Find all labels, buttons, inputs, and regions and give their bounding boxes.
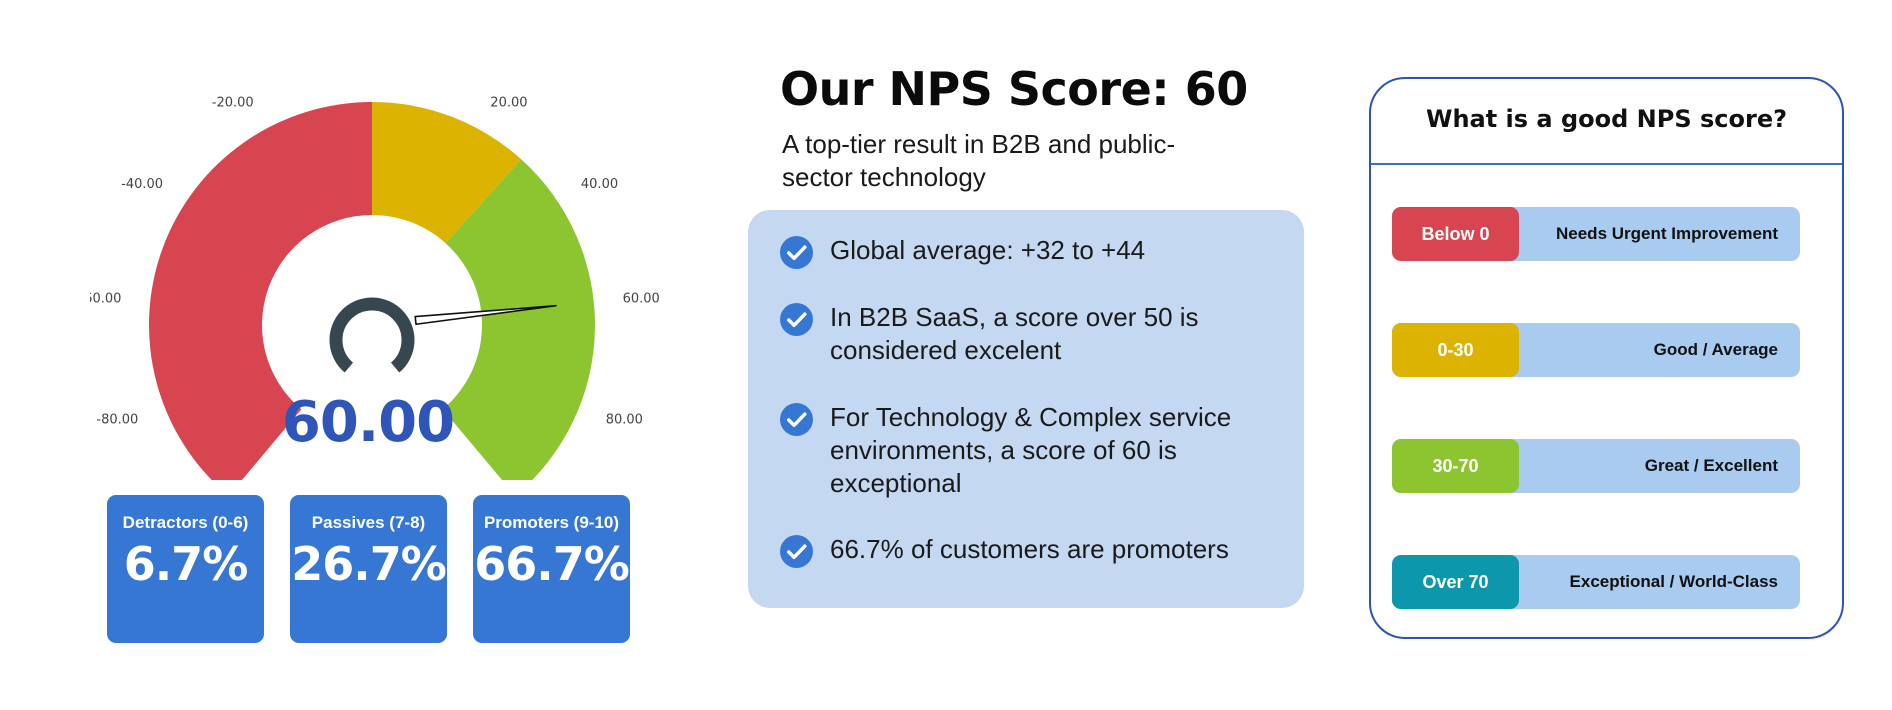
check-circle-icon xyxy=(780,236,813,269)
range-pill: 30-70 xyxy=(1392,439,1519,493)
highlight-text: In B2B SaaS, a score over 50 is consider… xyxy=(830,302,1199,365)
range-description: Exceptional / World-Class xyxy=(1569,572,1778,591)
detractors-stat: Detractors (0-6) 6.7% xyxy=(107,495,264,643)
highlight-item: For Technology & Complex service environ… xyxy=(780,401,1280,500)
gauge-band-2 xyxy=(442,159,595,480)
range-description: Great / Excellent xyxy=(1644,456,1778,475)
gauge-tick-label: 60.00 xyxy=(623,292,660,307)
gauge-tick-label: 80.00 xyxy=(606,412,643,427)
gauge-value-label: 60.00 xyxy=(281,390,455,455)
promoters-stat: Promoters (9-10) 66.7% xyxy=(473,495,630,643)
gauge-tick-label: -60.00 xyxy=(90,292,121,307)
range-description: Good / Average xyxy=(1653,340,1778,359)
gauge-tick-label: 20.00 xyxy=(490,96,527,111)
check-circle-icon xyxy=(780,403,813,436)
range-description: Needs Urgent Improvement xyxy=(1556,224,1778,243)
passives-stat: Passives (7-8) 26.7% xyxy=(290,495,447,643)
divider xyxy=(1371,163,1842,165)
gauge-tick-label: -80.00 xyxy=(96,412,138,427)
page-title: Our NPS Score: 60 xyxy=(780,62,1248,116)
gauge-tick-label: -20.00 xyxy=(212,96,254,111)
gauge-band-1 xyxy=(372,102,522,244)
stat-value: 6.7% xyxy=(123,537,249,591)
benchmark-row: 30-70 Great / Excellent xyxy=(1392,439,1800,493)
benchmark-card: What is a good NPS score? Below 0 Needs … xyxy=(1369,77,1844,639)
gauge-needle xyxy=(414,304,557,326)
range-pill: Over 70 xyxy=(1392,555,1519,609)
stat-label: Passives (7-8) xyxy=(311,513,426,532)
stat-value: 66.7% xyxy=(474,537,630,591)
highlights-panel: Global average: +32 to +44 In B2B SaaS, … xyxy=(748,210,1304,608)
gauge-hub xyxy=(329,297,415,373)
check-circle-icon xyxy=(780,535,813,568)
highlight-item: In B2B SaaS, a score over 50 is consider… xyxy=(780,301,1280,367)
gauge-tick-label: -40.00 xyxy=(121,177,163,192)
stat-value: 26.7% xyxy=(291,537,447,591)
highlight-text: For Technology & Complex service environ… xyxy=(830,402,1232,498)
highlight-text: 66.7% of customers are promoters xyxy=(830,534,1229,564)
nps-gauge: -100.00-80.00-60.00-40.00-20.000.0020.00… xyxy=(90,90,660,480)
stat-label: Promoters (9-10) xyxy=(483,513,620,532)
benchmark-row: Over 70 Exceptional / World-Class xyxy=(1392,555,1800,609)
highlight-text: Global average: +32 to +44 xyxy=(830,235,1146,265)
highlight-item: 66.7% of customers are promoters xyxy=(780,533,1280,568)
stat-label: Detractors (0-6) xyxy=(122,513,249,532)
benchmark-row: Below 0 Needs Urgent Improvement xyxy=(1392,207,1800,261)
range-pill: Below 0 xyxy=(1392,207,1519,261)
gauge-band-0 xyxy=(149,102,372,480)
page-subtitle: A top-tier result in B2B and public-sect… xyxy=(782,129,1176,192)
highlight-item: Global average: +32 to +44 xyxy=(780,234,1280,269)
benchmark-row: 0-30 Good / Average xyxy=(1392,323,1800,377)
gauge-chart: -100.00-80.00-60.00-40.00-20.000.0020.00… xyxy=(90,96,660,480)
check-circle-icon xyxy=(780,303,813,336)
gauge-tick-label: 40.00 xyxy=(581,177,618,192)
range-pill: 0-30 xyxy=(1392,323,1519,377)
benchmark-title: What is a good NPS score? xyxy=(1425,105,1788,133)
